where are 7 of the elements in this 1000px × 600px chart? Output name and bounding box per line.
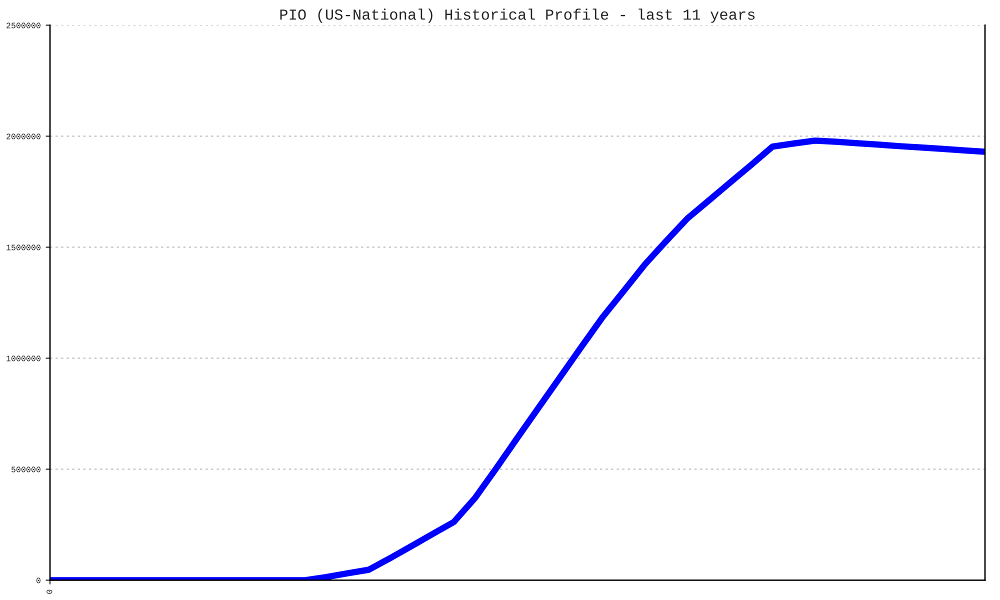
y-tick-label: 1000000 (6, 356, 40, 362)
y-tick-label: 0 (36, 578, 40, 584)
y-tick-label: 1500000 (6, 244, 40, 250)
y-tick-label: 2500000 (6, 22, 40, 28)
y-tick-label: 2000000 (6, 134, 40, 140)
y-tick-label: 500000 (11, 466, 40, 472)
chart-title: PIO (US-National) Historical Profile - last 11 years (280, 8, 755, 23)
